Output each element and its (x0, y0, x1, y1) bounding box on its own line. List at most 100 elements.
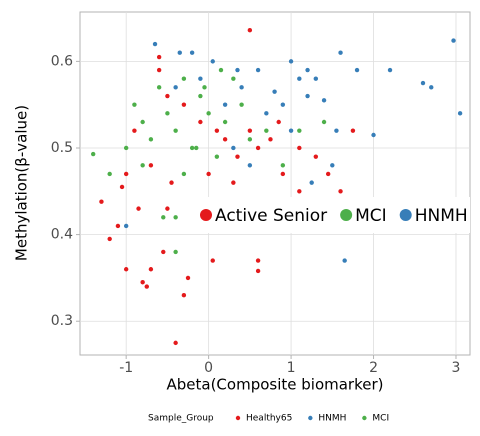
point (313, 154, 319, 159)
point (321, 98, 327, 103)
point (181, 171, 187, 177)
overlay-swatch (200, 209, 212, 221)
point (144, 284, 149, 289)
point (107, 236, 112, 242)
overlay-label: HNMH (415, 206, 468, 226)
point (173, 85, 178, 90)
x-tick-label: 2 (369, 360, 378, 376)
point (247, 27, 253, 33)
point (189, 145, 195, 151)
x-tick-label: 0 (204, 360, 213, 376)
point (206, 111, 211, 116)
point (140, 163, 145, 168)
point (334, 128, 339, 133)
point (354, 67, 360, 73)
point (255, 67, 261, 73)
point (297, 145, 302, 151)
point (218, 67, 224, 73)
point (156, 67, 162, 73)
point (288, 59, 294, 64)
point (189, 50, 195, 55)
point (280, 171, 286, 177)
point (181, 76, 187, 81)
overlay-label: Active Senior (215, 206, 327, 226)
point (313, 76, 319, 81)
point (90, 151, 96, 157)
point (152, 41, 158, 47)
point (276, 119, 281, 125)
point (309, 180, 314, 185)
point (173, 128, 178, 133)
point (99, 199, 104, 204)
point (123, 267, 129, 272)
overlay-swatch (399, 209, 412, 221)
point (222, 119, 228, 125)
point (148, 163, 154, 168)
point (350, 128, 356, 133)
point (185, 275, 191, 281)
point (210, 59, 215, 64)
legend-swatch (308, 415, 313, 421)
point (202, 85, 207, 90)
point (198, 119, 203, 125)
point (342, 258, 347, 263)
legend-swatch (235, 415, 241, 421)
y-tick-label: 0.4 (51, 227, 73, 243)
point (235, 154, 240, 159)
legend-label: HNMH (318, 414, 346, 424)
point (280, 102, 286, 107)
point (305, 93, 310, 99)
point (148, 267, 154, 272)
point (148, 137, 154, 142)
point (140, 119, 145, 125)
point (136, 206, 141, 211)
point (255, 145, 261, 151)
point (231, 145, 236, 151)
y-tick-label: 0.5 (51, 140, 73, 156)
point (161, 215, 166, 220)
point (222, 137, 228, 142)
point (165, 111, 170, 116)
y-axis-title: Methylation(β-value) (13, 105, 31, 261)
point (420, 80, 426, 86)
overlay-box (186, 197, 470, 233)
y-tick-label: 0.3 (51, 313, 73, 329)
point (123, 145, 129, 151)
point (280, 163, 286, 168)
point (198, 76, 203, 81)
point (268, 137, 273, 142)
point (387, 67, 393, 73)
y-tick-label: 0.6 (51, 53, 73, 69)
point (169, 180, 174, 185)
x-tick-label: -1 (119, 360, 133, 376)
legend-label: MCI (372, 414, 389, 424)
point (297, 76, 302, 81)
point (429, 85, 434, 90)
point (330, 163, 335, 168)
point (198, 93, 203, 99)
point (338, 50, 343, 55)
point (173, 215, 178, 220)
point (255, 258, 261, 263)
point (451, 38, 456, 43)
point (239, 85, 244, 90)
point (264, 111, 269, 116)
point (231, 76, 236, 81)
point (214, 154, 220, 159)
point (247, 128, 253, 133)
point (132, 102, 137, 107)
point (173, 340, 178, 346)
point (206, 171, 211, 177)
point (255, 268, 261, 274)
overlay-swatch (340, 209, 353, 221)
point (115, 223, 121, 229)
point (177, 50, 182, 55)
legend-title: Sample_Group (148, 414, 214, 424)
point (247, 163, 253, 168)
point (325, 171, 331, 177)
point (165, 93, 170, 99)
point (123, 223, 129, 229)
point (264, 128, 269, 133)
x-tick-label: 3 (452, 360, 461, 376)
